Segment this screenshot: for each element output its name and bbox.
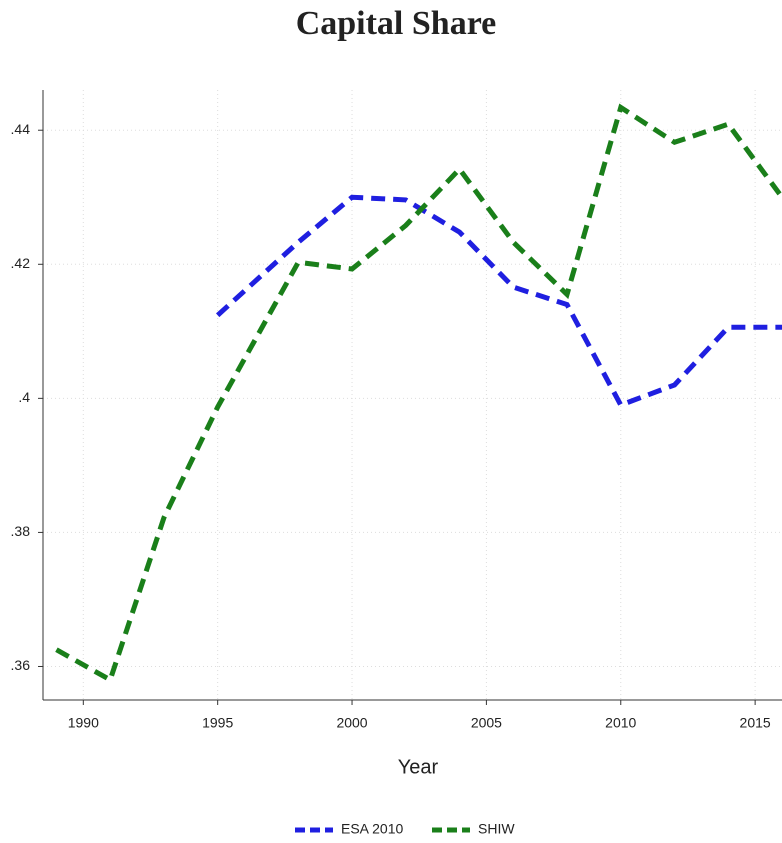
x-tick-label: 1990: [68, 715, 99, 731]
series-line: [55, 103, 782, 684]
y-tick-label: .44: [11, 121, 31, 137]
x-axis-title: Year: [398, 756, 439, 778]
series-line: [215, 194, 782, 409]
x-tick-label: 2015: [740, 715, 771, 731]
x-tick-label: 2010: [605, 715, 636, 731]
x-tick-label: 1995: [202, 715, 233, 731]
y-tick-label: .4: [18, 389, 30, 405]
x-tick-label: 2005: [471, 715, 502, 731]
chart-title: Capital Share: [296, 5, 497, 42]
x-tick-label: 2000: [336, 715, 367, 731]
y-tick-label: .38: [11, 523, 31, 539]
legend-label: ESA 2010: [341, 821, 403, 837]
y-tick-label: .42: [11, 255, 31, 271]
legend-label: SHIW: [478, 821, 515, 837]
y-tick-label: .36: [11, 657, 31, 673]
